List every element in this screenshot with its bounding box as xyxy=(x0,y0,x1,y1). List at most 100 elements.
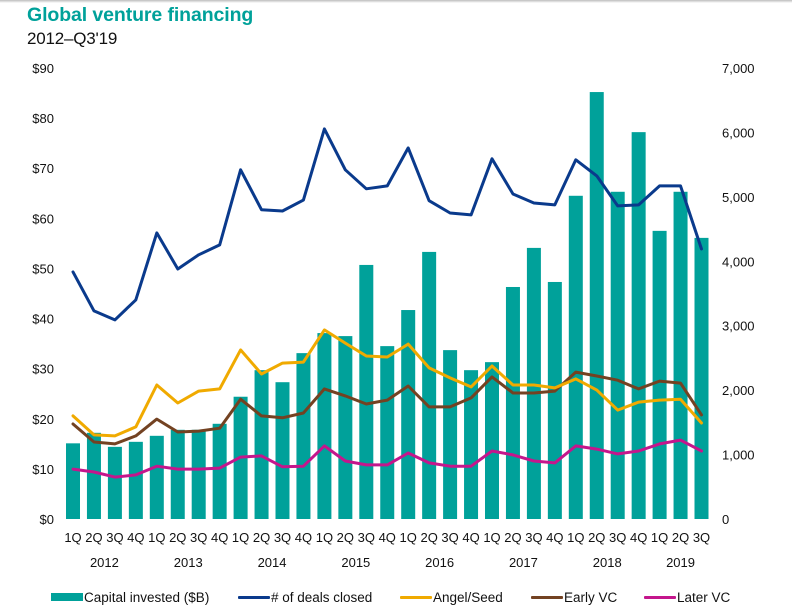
left-tick-label: $20 xyxy=(32,412,54,427)
capital-bar xyxy=(526,247,541,519)
left-tick-label: $90 xyxy=(32,61,54,76)
capital-bar xyxy=(86,432,101,519)
capital-bar xyxy=(254,370,269,519)
quarter-label: 3Q xyxy=(274,530,291,545)
capital-bars xyxy=(66,92,709,520)
quarter-label: 4Q xyxy=(211,530,228,545)
capital-bar xyxy=(547,281,562,519)
year-label: 2017 xyxy=(509,555,538,570)
legend: Capital invested ($B) # of deals closed … xyxy=(0,587,792,607)
capital-bar xyxy=(338,336,353,519)
capital-bar xyxy=(170,429,185,519)
capital-bar xyxy=(589,92,604,519)
capital-bar xyxy=(149,435,164,519)
capital-bar xyxy=(422,251,437,519)
legend-swatch-deals xyxy=(238,595,270,599)
quarter-label: 1Q xyxy=(400,530,417,545)
capital-bar xyxy=(610,191,625,519)
right-tick-label: 3,000 xyxy=(722,319,755,334)
legend-item-deals: # of deals closed xyxy=(238,587,372,607)
right-tick-label: 5,000 xyxy=(722,190,755,205)
quarter-label: 2Q xyxy=(420,530,437,545)
early-vc-line xyxy=(71,370,703,446)
capital-bar xyxy=(107,446,122,519)
left-axis: $0 $10 $20 $30 $40 $50 $60 $70 $80 $90 xyxy=(32,61,54,527)
year-label: 2016 xyxy=(425,555,454,570)
deals-closed-line xyxy=(71,127,703,322)
later-vc-line xyxy=(71,438,703,479)
angel-seed-line xyxy=(71,328,703,438)
capital-bar xyxy=(380,346,395,519)
legend-item-angel: Angel/Seed xyxy=(400,587,503,607)
right-tick-label: 7,000 xyxy=(722,61,755,76)
quarter-label: 3Q xyxy=(106,530,123,545)
capital-bar xyxy=(191,429,206,519)
quarter-label: 1Q xyxy=(64,530,81,545)
quarter-label: 3Q xyxy=(190,530,207,545)
quarter-label: 1Q xyxy=(483,530,500,545)
quarter-label: 1Q xyxy=(148,530,165,545)
right-axis: 0 1,000 2,000 3,000 4,000 5,000 6,000 7,000 xyxy=(722,61,755,527)
right-tick-label: 2,000 xyxy=(722,383,755,398)
legend-label: Later VC xyxy=(677,589,731,605)
left-tick-label: $50 xyxy=(32,261,54,276)
quarter-label: 1Q xyxy=(651,530,668,545)
right-tick-label: 4,000 xyxy=(722,254,755,269)
quarter-label: 2Q xyxy=(337,530,354,545)
quarter-label: 3Q xyxy=(358,530,375,545)
capital-bar xyxy=(568,195,583,520)
quarter-label: 4Q xyxy=(295,530,312,545)
chart-subtitle: 2012–Q3'19 xyxy=(27,29,118,48)
capital-bar xyxy=(694,237,709,520)
quarter-label: 4Q xyxy=(630,530,647,545)
year-label: 2014 xyxy=(258,555,287,570)
quarter-label: 4Q xyxy=(379,530,396,545)
capital-bar xyxy=(296,353,311,519)
year-label: 2013 xyxy=(174,555,203,570)
legend-swatch-capital xyxy=(51,593,83,601)
capital-bar xyxy=(443,350,458,519)
top-shadow xyxy=(0,0,792,3)
quarter-label: 4Q xyxy=(462,530,479,545)
chart-area: $0 $10 $20 $30 $40 $50 $60 $70 $80 $90 0 1,000 2,00… xyxy=(32,61,755,570)
year-label: 2015 xyxy=(341,555,370,570)
capital-bar xyxy=(401,310,416,519)
quarter-label: 1Q xyxy=(232,530,249,545)
year-label: 2019 xyxy=(666,555,695,570)
legend-item-capital: Capital invested ($B) xyxy=(51,587,209,607)
capital-bar xyxy=(652,230,667,519)
chart-title: Global venture financing xyxy=(27,4,254,26)
quarter-label: 2Q xyxy=(672,530,689,545)
capital-bar xyxy=(505,286,520,519)
quarter-label: 3Q xyxy=(525,530,542,545)
right-tick-label: 6,000 xyxy=(722,125,755,140)
capital-bar xyxy=(464,370,479,519)
quarter-label: 1Q xyxy=(567,530,584,545)
right-tick-label: 1,000 xyxy=(722,448,755,463)
legend-swatch-angel xyxy=(400,595,432,599)
series-lines xyxy=(71,127,703,479)
left-tick-label: $80 xyxy=(32,111,54,126)
quarter-label: 2Q xyxy=(504,530,521,545)
left-tick-label: $30 xyxy=(32,362,54,377)
legend-label: # of deals closed xyxy=(271,589,373,605)
capital-bar xyxy=(485,362,499,519)
left-tick-label: $40 xyxy=(32,312,54,327)
capital-bar xyxy=(359,264,374,519)
quarter-label: 3Q xyxy=(441,530,458,545)
legend-label: Angel/Seed xyxy=(433,589,503,605)
capital-bar xyxy=(317,333,332,519)
capital-bar xyxy=(631,132,646,520)
legend-label: Capital invested ($B) xyxy=(84,589,210,605)
capital-bar xyxy=(275,382,290,519)
year-label: 2012 xyxy=(90,555,119,570)
left-tick-label: $60 xyxy=(32,211,54,226)
right-tick-label: 0 xyxy=(722,512,729,527)
quarter-label: 3Q xyxy=(693,530,710,545)
left-tick-label: $70 xyxy=(32,161,54,176)
left-tick-label: $0 xyxy=(40,512,54,527)
x-axis: 1Q 2Q 3Q 4Q 1Q 2Q 3Q 4Q 1Q 2Q 3Q 4Q 1Q 2Q 3Q 4Q 1Q 2Q 3Q 4Q… xyxy=(64,530,710,570)
capital-bar xyxy=(66,443,80,519)
capital-bar xyxy=(128,441,143,519)
quarter-label: 4Q xyxy=(546,530,563,545)
